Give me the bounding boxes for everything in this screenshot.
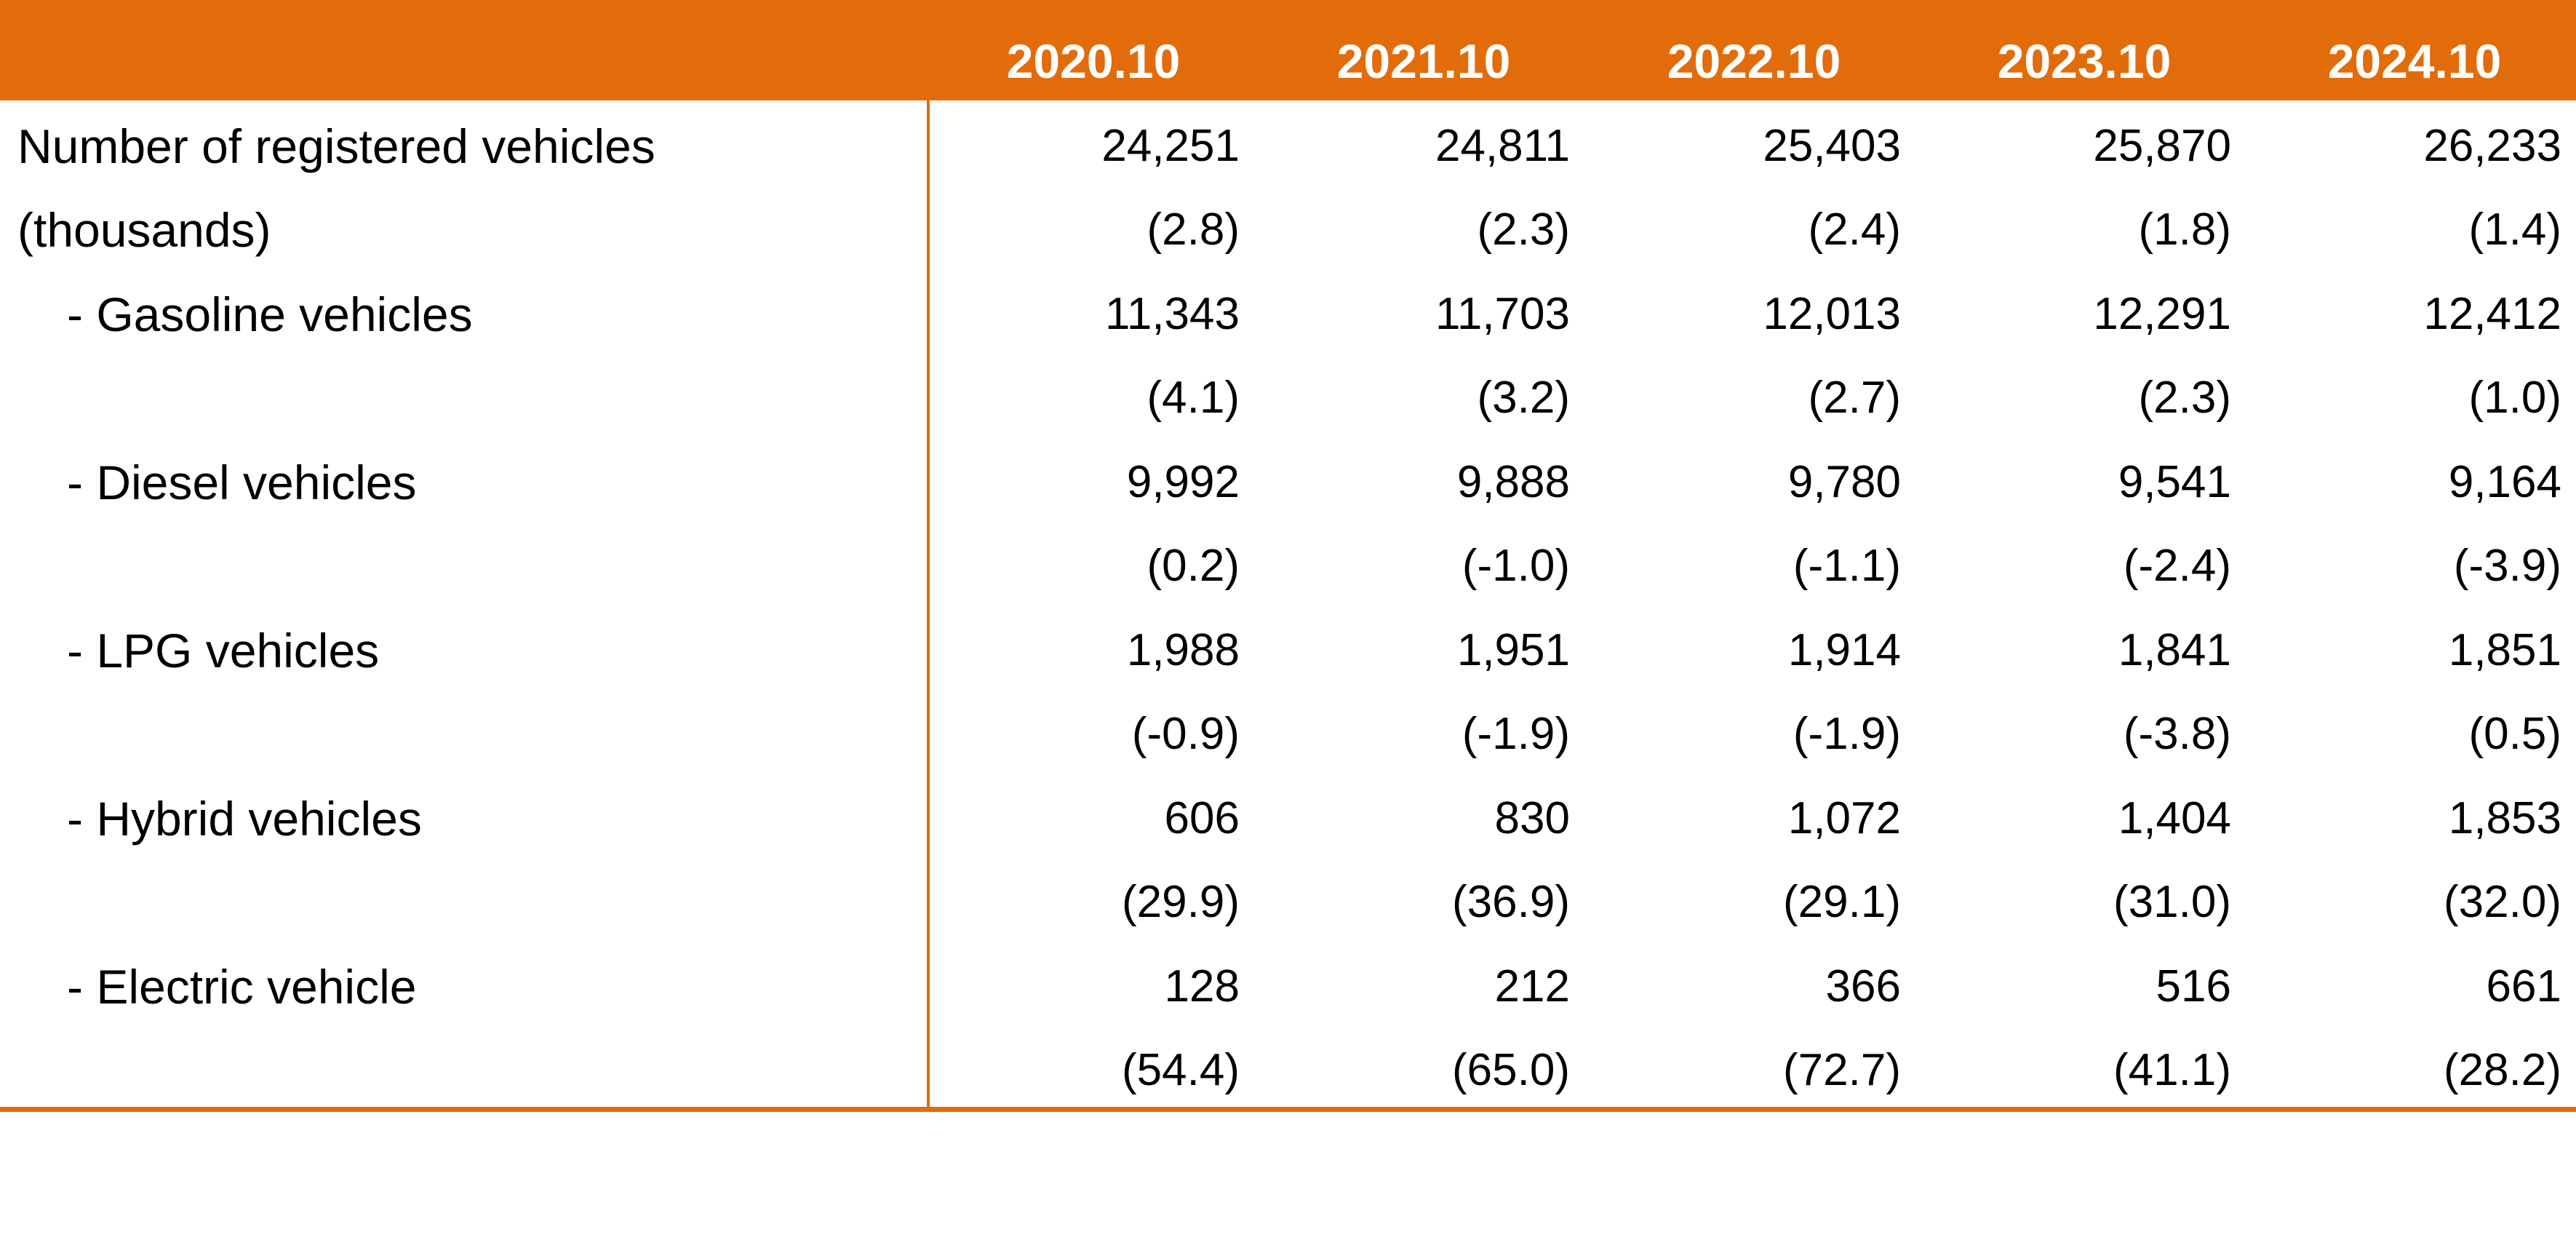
cell-change: (72.7) <box>1783 1045 1901 1095</box>
table-row: - Diesel vehicles 9,992 9,888 9,780 9,54… <box>0 437 2576 605</box>
row-changes-line: (29.9) (36.9) (29.1) (31.0) (32.0) <box>0 857 2576 940</box>
cell-change: (1.8) <box>2138 204 2231 255</box>
table-header: 2020.10 2021.10 2022.10 2023.10 2024.10 <box>0 0 2576 100</box>
table-row: - LPG vehicles 1,988 1,951 1,914 1,841 1… <box>0 605 2576 773</box>
cell-change: (2.3) <box>1477 204 1570 255</box>
cell-change: (29.1) <box>1783 877 1901 927</box>
cell-value: 1,841 <box>2118 625 2231 675</box>
vehicle-registration-table: 2020.10 2021.10 2022.10 2023.10 2024.10 … <box>0 0 2576 1112</box>
cell-value: 12,412 <box>2423 289 2561 339</box>
row-label: Number of registered vehicles <box>17 119 655 173</box>
cell-value: 516 <box>2156 961 2231 1012</box>
column-header: 2023.10 <box>1997 34 2172 88</box>
cell-change: (0.5) <box>2468 709 2561 759</box>
column-header: 2021.10 <box>1336 34 1511 88</box>
cell-change: (32.0) <box>2444 877 2561 927</box>
cell-value: 128 <box>1164 961 1240 1012</box>
row-label: - LPG vehicles <box>67 624 380 677</box>
cell-change: (36.9) <box>1452 877 1570 927</box>
table-row: - Electric vehicle 128 212 366 516 661 (… <box>0 941 2576 1109</box>
cell-change: (2.4) <box>1808 204 1901 255</box>
cell-value: 24,811 <box>1435 121 1570 171</box>
cell-value: 9,164 <box>2448 457 2561 507</box>
cell-change: (31.0) <box>2113 877 2231 927</box>
cell-change: (2.8) <box>1147 204 1240 255</box>
cell-change: (-1.1) <box>1793 541 1901 591</box>
cell-value: 1,951 <box>1456 625 1570 675</box>
cell-change: (41.1) <box>2113 1045 2231 1095</box>
cell-change: (3.2) <box>1477 373 1570 423</box>
cell-value: 12,291 <box>2093 289 2231 339</box>
cell-change: (0.2) <box>1147 541 1240 591</box>
cell-change: (2.3) <box>2138 373 2231 423</box>
cell-change: (-1.0) <box>1462 541 1570 591</box>
cell-value: 9,888 <box>1456 457 1570 507</box>
table-row: Number of registered vehicles 24,251 24,… <box>0 100 2576 269</box>
column-header: 2022.10 <box>1667 34 1841 88</box>
cell-change: (-3.9) <box>2453 541 2561 591</box>
cell-value: 9,541 <box>2118 457 2231 507</box>
row-label: - Electric vehicle <box>67 960 417 1014</box>
cell-value: 661 <box>2486 961 2561 1012</box>
cell-change: (4.1) <box>1147 373 1240 423</box>
cell-value: 1,404 <box>2118 793 2231 843</box>
row-label-unit: (thousands) <box>17 203 271 257</box>
cell-value: 11,703 <box>1435 289 1570 339</box>
cell-value: 1,072 <box>1787 793 1901 843</box>
row-values-line: - Gasoline vehicles 11,343 11,703 12,013… <box>0 269 2576 352</box>
cell-value: 1,988 <box>1126 625 1240 675</box>
row-changes-line: (4.1) (3.2) (2.7) (2.3) (1.0) <box>0 352 2576 436</box>
table-row: - Hybrid vehicles 606 830 1,072 1,404 1,… <box>0 773 2576 941</box>
cell-change: (54.4) <box>1122 1045 1240 1095</box>
cell-change: (-1.9) <box>1462 709 1570 759</box>
cell-value: 1,914 <box>1787 625 1901 675</box>
cell-change: (-2.4) <box>2123 541 2231 591</box>
row-label: - Diesel vehicles <box>67 456 417 509</box>
cell-value: 212 <box>1494 961 1570 1012</box>
cell-change: (2.7) <box>1808 373 1901 423</box>
cell-value: 9,780 <box>1787 457 1901 507</box>
cell-value: 606 <box>1164 793 1240 843</box>
table-bottom-rule <box>0 1107 2576 1112</box>
cell-change: (1.4) <box>2468 204 2561 255</box>
cell-change: (-0.9) <box>1131 709 1240 759</box>
cell-value: 830 <box>1494 793 1570 843</box>
row-values-line: - LPG vehicles 1,988 1,951 1,914 1,841 1… <box>0 605 2576 688</box>
cell-value: 25,403 <box>1763 121 1901 171</box>
row-changes-line: (-0.9) (-1.9) (-1.9) (-3.8) (0.5) <box>0 688 2576 772</box>
column-header: 2020.10 <box>1006 34 1181 88</box>
cell-value: 1,853 <box>2448 793 2561 843</box>
row-values-line: - Diesel vehicles 9,992 9,888 9,780 9,54… <box>0 437 2576 520</box>
row-values-line: - Electric vehicle 128 212 366 516 661 <box>0 941 2576 1025</box>
cell-change: (-3.8) <box>2123 709 2231 759</box>
row-changes-line: (54.4) (65.0) (72.7) (41.1) (28.2) <box>0 1025 2576 1108</box>
cell-value: 24,251 <box>1101 121 1240 171</box>
row-values-line: Number of registered vehicles 24,251 24,… <box>0 100 2576 184</box>
cell-value: 12,013 <box>1763 289 1901 339</box>
cell-value: 25,870 <box>2093 121 2231 171</box>
row-label: - Gasoline vehicles <box>67 287 473 341</box>
column-header: 2024.10 <box>2327 34 2502 88</box>
cell-value: 366 <box>1825 961 1901 1012</box>
cell-change: (1.0) <box>2468 373 2561 423</box>
cell-value: 11,343 <box>1104 289 1240 339</box>
cell-change: (29.9) <box>1122 877 1240 927</box>
cell-change: (65.0) <box>1452 1045 1570 1095</box>
table-row: - Gasoline vehicles 11,343 11,703 12,013… <box>0 269 2576 437</box>
row-changes-line: (thousands) (2.8) (2.3) (2.4) (1.8) (1.4… <box>0 184 2576 268</box>
cell-change: (28.2) <box>2444 1045 2561 1095</box>
row-label: - Hybrid vehicles <box>67 792 422 846</box>
row-values-line: - Hybrid vehicles 606 830 1,072 1,404 1,… <box>0 773 2576 857</box>
row-changes-line: (0.2) (-1.0) (-1.1) (-2.4) (-3.9) <box>0 520 2576 604</box>
cell-value: 1,851 <box>2448 625 2561 675</box>
cell-value: 26,233 <box>2423 121 2561 171</box>
cell-change: (-1.9) <box>1793 709 1901 759</box>
cell-value: 9,992 <box>1126 457 1240 507</box>
column-divider <box>927 0 930 1110</box>
